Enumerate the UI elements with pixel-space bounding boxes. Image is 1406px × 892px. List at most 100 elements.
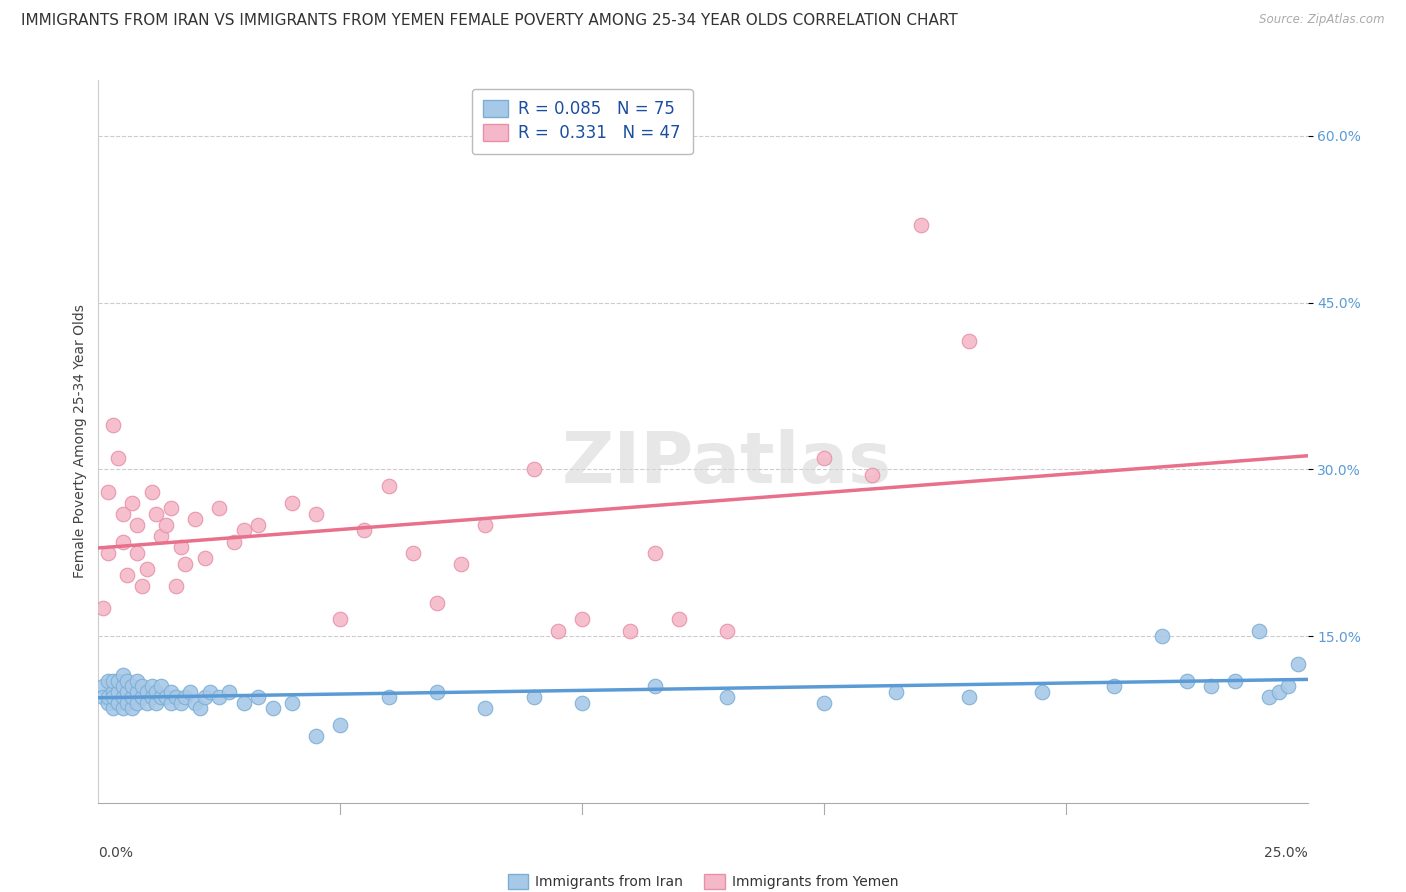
Point: [716, 624, 738, 638]
Point: [107, 696, 129, 710]
Point: [145, 507, 167, 521]
Point: [127, 696, 149, 710]
Point: [150, 679, 173, 693]
Text: 0.0%: 0.0%: [98, 847, 134, 860]
Point: [101, 684, 124, 698]
Point: [353, 524, 375, 538]
Point: [886, 684, 908, 698]
Point: [377, 479, 399, 493]
Text: IMMIGRANTS FROM IRAN VS IMMIGRANTS FROM YEMEN FEMALE POVERTY AMONG 25-34 YEAR OL: IMMIGRANTS FROM IRAN VS IMMIGRANTS FROM …: [21, 13, 957, 29]
Point: [97, 484, 120, 499]
Point: [97, 546, 120, 560]
Point: [1102, 679, 1125, 693]
Point: [426, 596, 449, 610]
Point: [813, 696, 835, 710]
Point: [668, 612, 690, 626]
Point: [184, 512, 207, 526]
Y-axis label: Female Poverty Among 25-34 Year Olds: Female Poverty Among 25-34 Year Olds: [73, 304, 87, 579]
Text: 25.0%: 25.0%: [1264, 847, 1308, 860]
Point: [179, 684, 201, 698]
Point: [1199, 679, 1222, 693]
Point: [117, 684, 139, 698]
Point: [107, 673, 129, 688]
Point: [208, 690, 231, 705]
Point: [111, 690, 134, 705]
Point: [127, 673, 149, 688]
Text: ZIPatlas: ZIPatlas: [562, 429, 893, 498]
Point: [160, 501, 183, 516]
Point: [127, 684, 149, 698]
Point: [1249, 624, 1271, 638]
Point: [145, 684, 167, 698]
Point: [111, 679, 134, 693]
Point: [474, 701, 496, 715]
Point: [165, 690, 187, 705]
Point: [101, 673, 124, 688]
Point: [957, 690, 980, 705]
Point: [91, 690, 114, 705]
Point: [121, 701, 143, 715]
Point: [131, 679, 153, 693]
Point: [1267, 684, 1289, 698]
Point: [135, 562, 157, 576]
Point: [127, 546, 149, 560]
Point: [111, 668, 134, 682]
Point: [121, 690, 143, 705]
Point: [402, 546, 425, 560]
Point: [281, 496, 304, 510]
Point: [1257, 690, 1279, 705]
Point: [91, 601, 114, 615]
Point: [329, 612, 352, 626]
Point: [232, 696, 254, 710]
Point: [426, 684, 449, 698]
Point: [160, 696, 183, 710]
Point: [97, 690, 120, 705]
Point: [194, 690, 217, 705]
Point: [247, 690, 270, 705]
Point: [377, 690, 399, 705]
Point: [174, 690, 197, 705]
Point: [107, 684, 129, 698]
Point: [305, 507, 328, 521]
Point: [117, 673, 139, 688]
Point: [523, 462, 546, 476]
Point: [111, 534, 134, 549]
Point: [150, 529, 173, 543]
Point: [571, 612, 593, 626]
Point: [117, 568, 139, 582]
Point: [131, 690, 153, 705]
Point: [141, 679, 163, 693]
Point: [1277, 679, 1299, 693]
Point: [169, 696, 191, 710]
Point: [111, 507, 134, 521]
Point: [547, 624, 569, 638]
Point: [281, 696, 304, 710]
Point: [121, 496, 143, 510]
Point: [474, 517, 496, 532]
Point: [644, 546, 666, 560]
Point: [97, 696, 120, 710]
Point: [160, 684, 183, 698]
Point: [222, 534, 245, 549]
Point: [619, 624, 641, 638]
Point: [450, 557, 472, 571]
Point: [174, 557, 197, 571]
Point: [247, 517, 270, 532]
Point: [135, 696, 157, 710]
Point: [169, 540, 191, 554]
Point: [262, 701, 284, 715]
Point: [135, 684, 157, 698]
Point: [97, 673, 120, 688]
Point: [305, 729, 328, 743]
Point: [523, 690, 546, 705]
Point: [1175, 673, 1198, 688]
Point: [131, 579, 153, 593]
Point: [107, 451, 129, 466]
Point: [141, 690, 163, 705]
Point: [1223, 673, 1246, 688]
Point: [101, 690, 124, 705]
Point: [101, 701, 124, 715]
Point: [194, 551, 217, 566]
Point: [111, 701, 134, 715]
Point: [155, 517, 177, 532]
